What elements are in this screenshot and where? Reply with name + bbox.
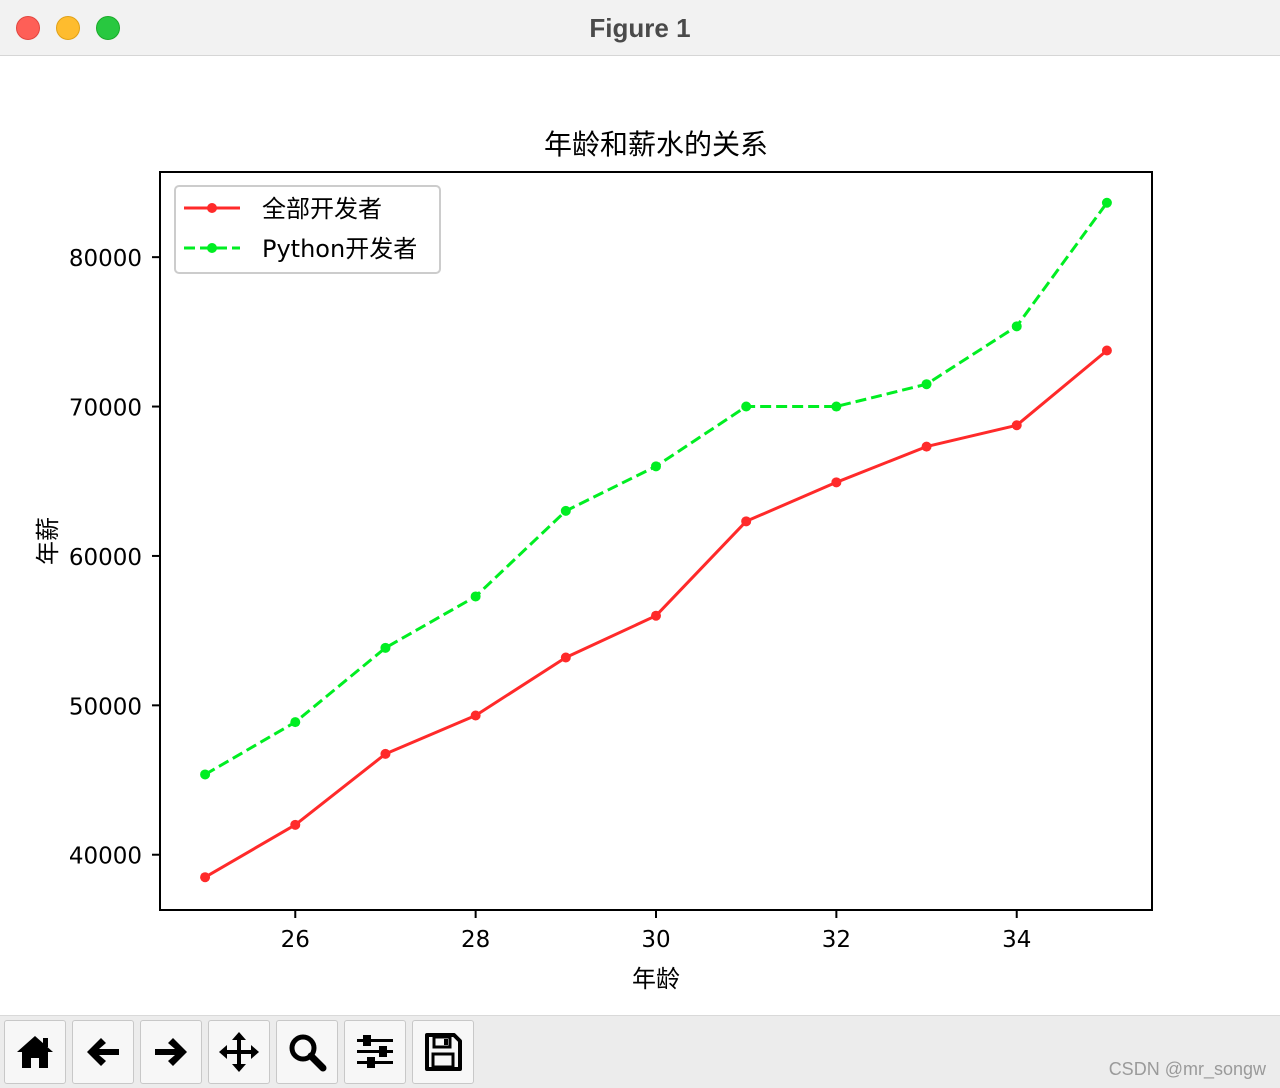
- series-1-point: [470, 591, 481, 602]
- x-tick-label: 32: [822, 927, 851, 953]
- series-0-point: [741, 516, 752, 527]
- save-icon: [425, 1033, 462, 1071]
- y-tick-label: 80000: [69, 246, 142, 272]
- plot-area: [200, 197, 1112, 883]
- series-0-point: [1011, 420, 1022, 431]
- navigation-toolbar: CSDN @mr_songw: [0, 1015, 1280, 1088]
- series-1-point: [200, 769, 211, 780]
- home-icon: [17, 1036, 53, 1068]
- y-tick-label: 40000: [69, 844, 142, 870]
- save-button[interactable]: [412, 1020, 474, 1084]
- close-window-button[interactable]: [16, 16, 40, 40]
- y-tick-label: 70000: [69, 396, 142, 422]
- x-tick-label: 34: [1002, 927, 1031, 953]
- series-line-1: [204, 201, 1109, 776]
- minimize-window-button[interactable]: [56, 16, 80, 40]
- back-button[interactable]: [72, 1020, 134, 1084]
- legend-label-python-developers: Python开发者: [262, 235, 417, 263]
- pan-button[interactable]: [208, 1020, 270, 1084]
- x-tick-label: 30: [641, 927, 670, 953]
- zoom-window-button[interactable]: [96, 16, 120, 40]
- axes-frame: [159, 171, 1153, 911]
- legend-box: [174, 185, 441, 274]
- legend-marker-python-developers: [207, 243, 217, 253]
- x-tick-label: 28: [461, 927, 490, 953]
- configure-subplots-icon: [357, 1035, 393, 1068]
- watermark-text: CSDN @mr_songw: [1108, 1059, 1266, 1079]
- y-axis: 40000 50000 60000 70000 80000: [69, 246, 160, 870]
- series-0-point: [560, 652, 571, 663]
- series-0-point: [651, 610, 661, 621]
- line-chart: 年龄和薪水的关系 26 28 30 32 34 40000 50000 60000 70000…: [34, 128, 1153, 993]
- back-arrow-icon: [87, 1038, 119, 1066]
- series-0-point: [1101, 345, 1112, 356]
- series-1-point: [1101, 197, 1112, 208]
- legend-marker-all-developers: [207, 203, 217, 213]
- chart-title: 年龄和薪水的关系: [544, 128, 768, 161]
- series-0-point: [831, 477, 842, 488]
- series-1-point: [741, 401, 752, 412]
- y-axis-label: 年薪: [34, 517, 62, 565]
- title-bar: Figure 1: [0, 0, 1280, 56]
- series-1-point: [290, 717, 301, 728]
- series-1-point: [651, 461, 661, 472]
- forward-button[interactable]: [140, 1020, 202, 1084]
- zoom-icon: [289, 1034, 327, 1072]
- x-axis-label: 年龄: [632, 965, 680, 993]
- series-1-point: [921, 379, 932, 390]
- figure-canvas[interactable]: 年龄和薪水的关系 26 28 30 32 34 40000 50000 60000 70000…: [0, 57, 1280, 1015]
- series-1-point: [560, 505, 571, 516]
- series-0-point: [290, 819, 301, 830]
- window-title: Figure 1: [589, 13, 691, 43]
- series-1-point: [380, 642, 391, 653]
- legend: 全部开发者 Python开发者: [174, 185, 441, 274]
- legend-label-all-developers: 全部开发者: [262, 195, 382, 223]
- series-0-point: [380, 748, 391, 759]
- y-tick-label: 50000: [69, 694, 142, 720]
- home-button[interactable]: [4, 1020, 66, 1084]
- series-0-point: [470, 710, 481, 721]
- x-axis: 26 28 30 32 34: [281, 910, 1031, 953]
- configure-subplots-button[interactable]: [344, 1020, 406, 1084]
- y-tick-label: 60000: [69, 545, 142, 571]
- forward-arrow-icon: [155, 1038, 187, 1066]
- zoom-button[interactable]: [276, 1020, 338, 1084]
- pan-icon: [219, 1032, 259, 1072]
- series-0-point: [200, 872, 211, 883]
- x-tick-label: 26: [281, 927, 310, 953]
- series-1-point: [1011, 321, 1022, 332]
- series-0-point: [921, 441, 932, 452]
- series-1-point: [831, 401, 842, 412]
